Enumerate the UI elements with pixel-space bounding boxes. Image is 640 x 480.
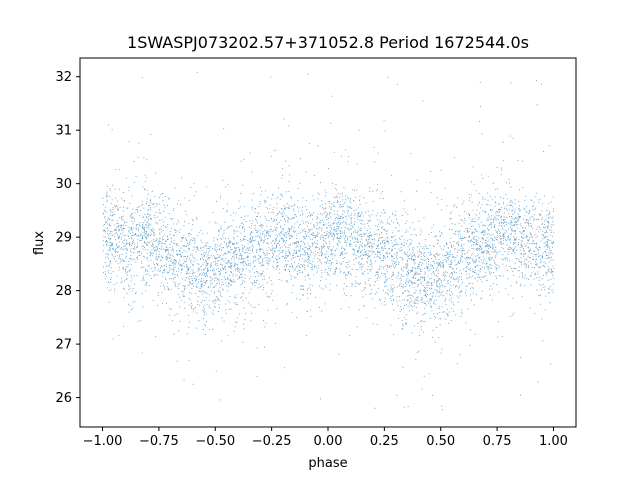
- x-tick-label: 0.25: [370, 434, 399, 449]
- x-tick-label: −1.00: [83, 434, 123, 449]
- y-tick-label: 32: [55, 70, 72, 85]
- y-tick-label: 26: [55, 391, 72, 406]
- y-axis-ticks: 26 27 28 29 30 31 32: [55, 70, 80, 406]
- x-tick-label: 0.75: [483, 434, 512, 449]
- y-tick-label: 29: [55, 231, 72, 246]
- chart-title: 1SWASPJ073202.57+371052.8 Period 1672544…: [127, 33, 529, 52]
- y-tick-label: 27: [55, 338, 72, 353]
- x-tick-label: 0.00: [314, 434, 343, 449]
- x-tick-label: 1.00: [539, 434, 568, 449]
- x-tick-label: 0.50: [426, 434, 455, 449]
- y-tick-label: 28: [55, 284, 72, 299]
- x-axis-ticks: −1.00 −0.75 −0.50 −0.25 0.00 0.25 0.50 0.75 1.00: [83, 427, 568, 449]
- y-axis-label: flux: [32, 231, 47, 255]
- x-tick-label: −0.50: [195, 434, 235, 449]
- x-tick-label: −0.75: [139, 434, 179, 449]
- y-tick-label: 31: [55, 124, 72, 139]
- x-tick-label: −0.25: [252, 434, 292, 449]
- y-tick-label: 30: [55, 177, 72, 192]
- x-axis-label: phase: [308, 456, 347, 471]
